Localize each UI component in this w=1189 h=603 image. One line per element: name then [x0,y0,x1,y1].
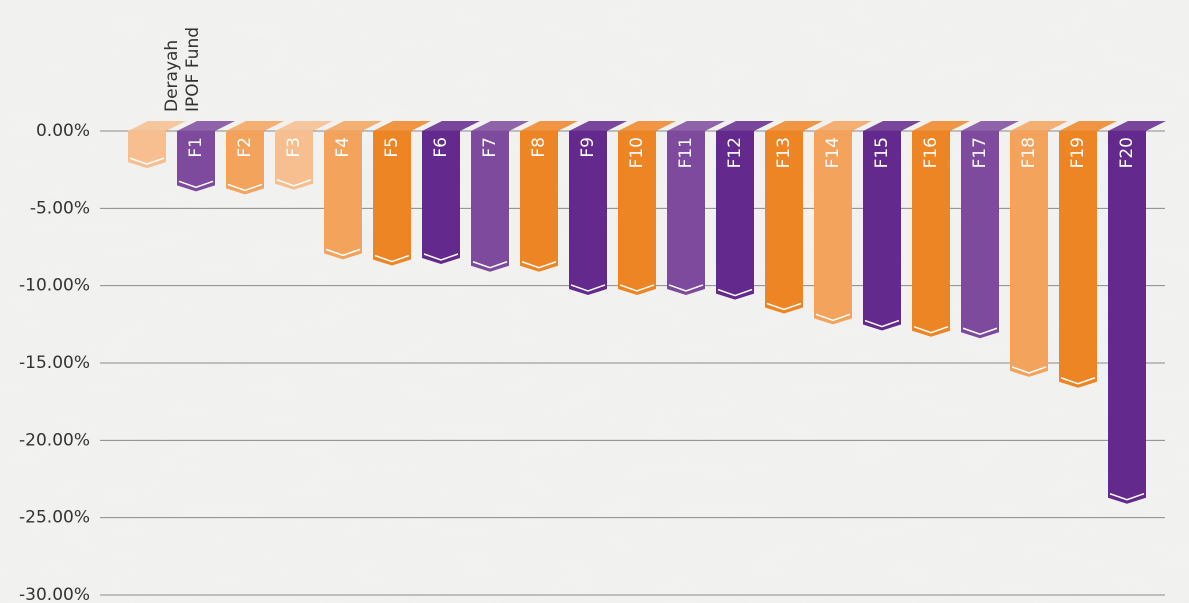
category-label: F15 [872,137,892,168]
category-label: F12 [725,137,745,168]
bar [1108,131,1146,504]
bar-chevron [1011,366,1047,374]
y-tick-label: -25.00% [19,508,90,528]
category-label-line: Derayah [162,40,182,112]
bar [275,131,313,190]
category-label: F20 [1117,137,1137,168]
bar-top [226,121,284,131]
category-label: DerayahIPOF Fund [162,27,203,112]
bar-top [1059,121,1117,131]
y-tick-label: 0.00% [36,121,90,141]
bar-top [177,121,235,131]
y-tick-label: -20.00% [19,430,90,450]
bar-chevron [374,254,410,263]
bar [569,131,607,295]
bar-chevron [1109,493,1145,501]
bar-chevron [423,253,459,261]
category-label: F13 [774,137,794,168]
category-label: F3 [284,137,304,158]
bar [422,131,460,265]
y-tick-label: -10.00% [19,276,90,296]
bar [716,131,754,300]
bar-top [814,121,872,131]
bar-chevron [962,327,998,336]
bar-chevron [1060,377,1096,385]
bar-top [863,121,921,131]
bar-top [912,121,970,131]
bar-top [1010,121,1068,131]
bar [128,131,166,169]
bar-top [422,121,480,131]
bar-top [961,121,1019,131]
bar [765,131,803,314]
bar-chevron [864,319,900,328]
bar-chevron [227,183,263,192]
bar [226,131,264,195]
y-tick-label: -30.00% [19,585,90,603]
bar-chevron [668,284,704,292]
bar-chevron [276,179,312,187]
category-label: F6 [431,137,451,158]
bar [373,131,411,266]
bar-chevron [766,302,802,311]
bar-top [128,121,186,131]
bar-chevron [717,288,753,297]
category-label: F19 [1068,137,1088,168]
bar-top [716,121,774,131]
category-label: F18 [1019,137,1039,168]
category-label: F10 [627,137,647,168]
category-label: F9 [578,137,598,158]
bar [863,131,901,331]
bar [618,131,656,295]
bar-chevron [815,313,851,322]
y-tick-label: -15.00% [19,353,90,373]
bar-top [1108,121,1166,131]
category-label: F17 [970,137,990,168]
category-label: F7 [480,137,500,158]
bar-chevron [472,261,508,269]
bar [667,131,705,295]
bar [814,131,852,325]
bar-chevron [325,248,361,257]
category-label: F5 [382,137,402,158]
bar-top [765,121,823,131]
category-label-line: IPOF Fund [183,27,203,112]
bar-top [373,121,431,131]
bar-top [471,121,529,131]
bar [912,131,950,337]
category-label: F16 [921,137,941,168]
bar [1059,131,1097,388]
category-label: F2 [235,137,255,158]
bar [471,131,509,272]
bar-chevron [521,261,557,269]
bar [324,131,362,260]
bar-chevron [913,325,949,334]
category-label: F11 [676,137,696,168]
category-label: F4 [333,137,353,158]
bar [177,131,215,192]
bar-top [618,121,676,131]
bar [961,131,999,339]
category-label: F1 [186,137,206,158]
bar-top [275,121,333,131]
bar-top [667,121,725,131]
bar-chevron [619,284,655,292]
y-tick-label: -5.00% [30,198,90,218]
bar-chevron [178,180,214,189]
bar [1010,131,1048,377]
bar [520,131,558,272]
bar-chevron [570,284,606,292]
bar-chevron [129,157,165,165]
category-label: F14 [823,137,843,168]
bar-top [520,121,578,131]
bar-top [569,121,627,131]
category-label: F8 [529,137,549,158]
bar-top [324,121,382,131]
